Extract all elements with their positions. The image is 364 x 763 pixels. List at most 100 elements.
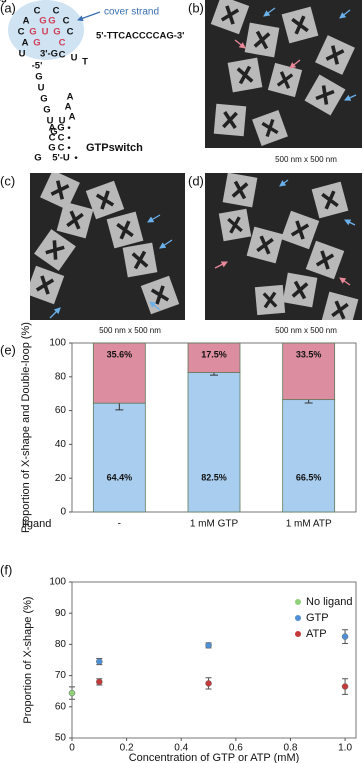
arrow [49,307,61,319]
x-tick-label: 1 mM GTP [190,519,239,530]
value-label: 66.5% [296,473,322,483]
tile-x [150,285,170,305]
origami-tile [56,201,94,239]
panel-label: (c) [0,173,15,188]
tile-x [116,220,134,240]
bar-segment [92,402,146,513]
legend-label: GTP [306,612,329,624]
base: • [67,123,71,134]
base: C [63,16,70,27]
point [205,680,212,687]
value-label: 35.6% [107,349,133,359]
y-tick-label: 100 [49,577,66,588]
base: U [47,116,54,127]
switch-name: GTPswitch [86,142,143,154]
base: • [74,153,78,164]
origami-tile [321,291,359,320]
x-tick-label: 0.4 [174,743,188,754]
origami-tile [282,272,318,308]
panel-label: (d) [188,173,204,188]
tile-x [50,180,70,200]
afm-content [30,173,180,319]
origami-tile [210,0,250,35]
base: G [39,16,46,27]
tile-x [236,65,254,85]
tile-x [290,220,310,240]
tile-x [45,240,65,260]
legend-marker [295,631,301,637]
base: A [65,102,72,113]
base: C [58,143,65,154]
tile-x [262,291,278,309]
bar-segment [92,342,146,404]
panel-label: (f) [0,562,12,577]
tile-x [222,111,238,129]
base: 5'-U [52,153,70,164]
origami-tile [304,74,346,116]
point [205,642,212,649]
origami-tile [254,284,286,316]
base: C [18,27,25,38]
bar-segment [282,342,336,401]
arrow [149,301,161,311]
base: G [50,127,57,138]
origami-tile [85,180,125,220]
cover-arrow [77,11,101,22]
plot-frame [71,581,357,739]
x-axis-title: Concentration of GTP or ATP (mM) [129,752,300,763]
arrow [339,9,351,19]
origami-tile [106,211,144,249]
origami-tile [280,210,320,250]
tile-x [220,5,240,25]
y-tick-label: 40 [55,439,67,450]
y-tick-label: 60 [55,701,67,712]
base: C [34,6,41,17]
legend-label: ATP [306,628,327,640]
panel-label: (b) [188,0,204,15]
base: G [29,27,36,38]
origami-tile [30,265,65,305]
base: G [53,27,60,38]
tile-x [253,30,271,50]
cover-sequence: 5'-TTCACCCCAG-3' [96,31,184,42]
origami-tile [244,22,280,58]
origami-tile [34,229,76,271]
x-tick-label: 0 [69,743,75,754]
origami-tile [267,62,303,98]
base: U [38,83,45,94]
tile-x [66,210,84,230]
x-tick-label: 1.0 [338,743,352,754]
tile-x [325,45,345,65]
arrow [234,39,246,49]
bar-segment [187,342,241,373]
arrow [159,239,173,249]
value-label: 33.5% [296,349,322,359]
base: A-3' [0,0,9,6]
base: C [49,133,56,144]
base: C [59,50,66,61]
x-axis-label: ligand [22,518,51,530]
x-tick-label: - [118,519,121,530]
base: G [43,105,50,116]
tile-x [321,190,339,210]
y-tick-label: 20 [55,473,67,484]
x-tick-label: 0.2 [120,743,134,754]
scale-caption: 500 nm x 500 nm [275,326,337,335]
base: C [53,6,60,17]
base: • [67,143,71,154]
scale-caption: 500 nm x 500 nm [275,155,337,164]
scale-caption: 500 nm x 500 nm [99,326,161,335]
base: G [48,143,55,154]
point [68,689,76,697]
base: T [82,57,88,68]
arrow [339,277,351,286]
y-tick-label: 70 [55,670,67,681]
tile-x [231,180,249,200]
origami-tile [311,181,349,219]
arrow [344,94,357,101]
base: U [71,53,78,64]
base: A [69,112,76,123]
tile-x [331,300,349,320]
origami-tile [122,242,158,278]
